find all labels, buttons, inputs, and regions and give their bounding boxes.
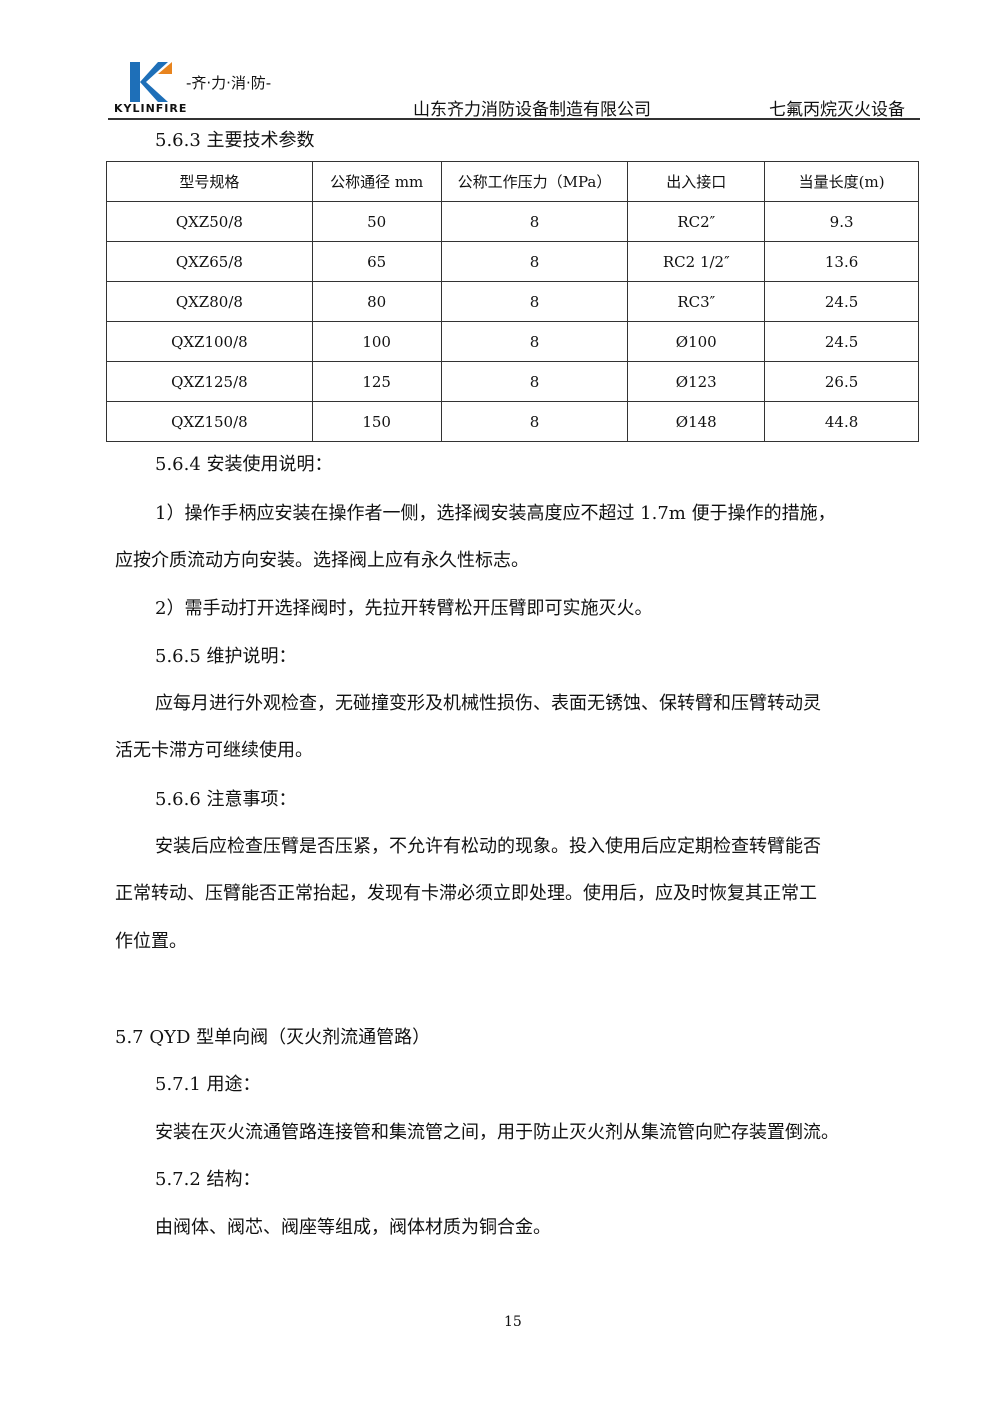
table-cell: 8 (440, 281, 629, 322)
table-cell: 9.3 (764, 201, 919, 242)
section-heading: 5.7.2 结构： (155, 1169, 261, 1190)
header-cell: 出入接口 (627, 161, 766, 202)
table-cell: QXZ50/8 (106, 201, 313, 242)
paragraph-line: 1）操作手柄应安装在操作者一侧，选择阀安装高度应不超过 1.7m 便于操作的措施… (155, 503, 836, 524)
table-cell: Ø148 (627, 401, 766, 442)
section-heading: 5.7 QYD 型单向阀（灭火剂流通管路） (115, 1027, 431, 1048)
table-cell: RC3″ (627, 281, 766, 322)
table-cell: 50 (311, 201, 442, 242)
table-cell: RC2 1/2″ (627, 241, 766, 282)
page-number: 15 (504, 1314, 522, 1330)
paragraph-line: 正常转动、压臂能否正常抬起，发现有卡滞必须立即处理。使用后，应及时恢复其正常工 (115, 883, 817, 904)
table-cell: 100 (311, 321, 442, 362)
table-cell: 150 (311, 401, 442, 442)
table-cell: 13.6 (764, 241, 919, 282)
table-cell: QXZ125/8 (106, 361, 313, 402)
paragraph-line: 安装后应检查压臂是否压紧，不允许有松动的现象。投入使用后应定期检查转臂能否 (155, 836, 821, 857)
table-row: QXZ80/8 80 8 RC3″ 24.5 (106, 281, 919, 322)
table-cell: 8 (440, 241, 629, 282)
table-cell: 24.5 (764, 281, 919, 322)
paragraph-line: 作位置。 (115, 931, 187, 952)
table-cell: RC2″ (627, 201, 766, 242)
table-cell: Ø100 (627, 321, 766, 362)
header-cell: 公称通径 mm (311, 161, 442, 202)
table-cell: 44.8 (764, 401, 919, 442)
table-cell: 8 (440, 361, 629, 402)
table-cell: 80 (311, 281, 442, 322)
section-heading: 5.6.3 主要技术参数 (155, 130, 315, 151)
table-cell: QXZ150/8 (106, 401, 313, 442)
paragraph-line: 安装在灭火流通管路连接管和集流管之间，用于防止灭火剂从集流管向贮存装置倒流。 (155, 1122, 839, 1143)
header-cell: 公称工作压力（MPa） (440, 161, 629, 202)
table-header-row: 型号规格 公称通径 mm 公称工作压力（MPa） 出入接口 当量长度(m) (106, 161, 919, 202)
slogan: -齐·力·消·防- (186, 74, 272, 92)
section-heading: 5.6.5 维护说明： (155, 646, 297, 667)
table-cell: 8 (440, 201, 629, 242)
paragraph-line: 应按介质流动方向安装。选择阀上应有永久性标志。 (115, 550, 529, 571)
table-cell: QXZ80/8 (106, 281, 313, 322)
header-cell: 型号规格 (106, 161, 313, 202)
logo-text: KYLINFIRE (114, 102, 188, 115)
table-row: QXZ50/8 50 8 RC2″ 9.3 (106, 201, 919, 242)
table-cell: Ø123 (627, 361, 766, 402)
table-cell: 24.5 (764, 321, 919, 362)
paragraph-line: 活无卡滞方可继续使用。 (115, 740, 313, 761)
paragraph-line: 2）需手动打开选择阀时，先拉开转臂松开压臂即可实施灭火。 (155, 598, 653, 619)
section-heading: 5.6.4 安装使用说明： (155, 454, 333, 475)
table-row: QXZ125/8 125 8 Ø123 26.5 (106, 361, 919, 402)
product-name: 七氟丙烷灭火设备 (769, 100, 905, 120)
table-cell: 125 (311, 361, 442, 402)
table-cell: QXZ65/8 (106, 241, 313, 282)
paragraph-line: 应每月进行外观检查，无碰撞变形及机械性损伤、表面无锈蚀、保转臂和压臂转动灵 (155, 693, 821, 714)
table-row: QXZ65/8 65 8 RC2 1/2″ 13.6 (106, 241, 919, 282)
header-cell: 当量长度(m) (764, 161, 919, 202)
table-row: QXZ100/8 100 8 Ø100 24.5 (106, 321, 919, 362)
section-heading: 5.6.6 注意事项： (155, 789, 297, 810)
section-heading: 5.7.1 用途： (155, 1074, 261, 1095)
paragraph-line: 由阀体、阀芯、阀座等组成，阀体材质为铜合金。 (155, 1217, 551, 1238)
company-name: 山东齐力消防设备制造有限公司 (413, 100, 651, 120)
tech-params-table: 型号规格 公称通径 mm 公称工作压力（MPa） 出入接口 当量长度(m) QX… (106, 161, 919, 442)
table-cell: 8 (440, 321, 629, 362)
table-cell: QXZ100/8 (106, 321, 313, 362)
table-row: QXZ150/8 150 8 Ø148 44.8 (106, 401, 919, 442)
table-cell: 65 (311, 241, 442, 282)
header-divider (108, 118, 920, 120)
kylinfire-logo-icon (130, 62, 172, 102)
table-cell: 8 (440, 401, 629, 442)
table-cell: 26.5 (764, 361, 919, 402)
